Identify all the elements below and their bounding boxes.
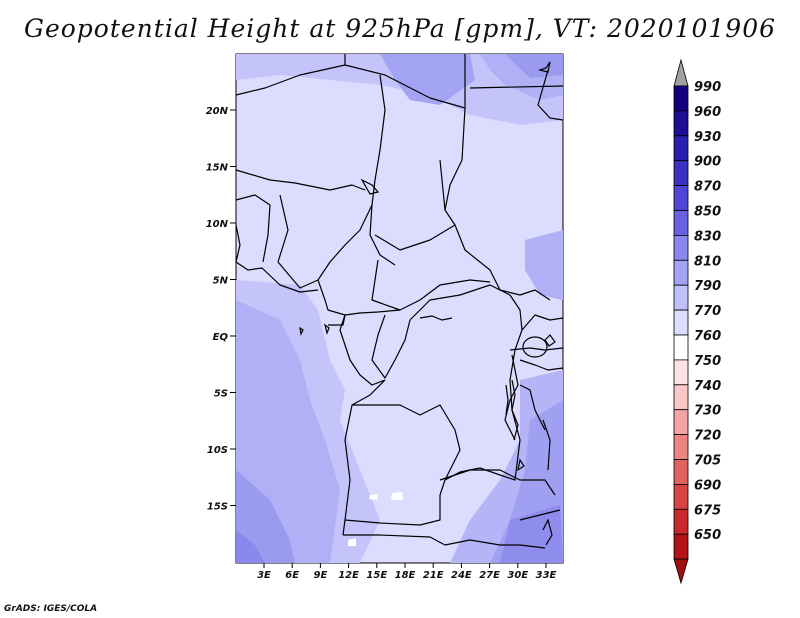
lat-label: 5N <box>213 276 229 287</box>
colorbar-label: 705 <box>694 454 721 469</box>
colorbar-swatch <box>673 234 689 261</box>
colorbar-swatch <box>673 533 689 560</box>
colorbar-swatch <box>673 359 689 386</box>
lat-label: 15N <box>206 163 229 174</box>
lon-label: 3E <box>257 570 271 581</box>
lat-label: 10N <box>206 219 229 230</box>
latitude-axis: 20N 15N 10N 5N EQ 5S 10S 15S <box>206 106 236 513</box>
colorbar-label: 750 <box>694 354 721 369</box>
island-east <box>544 334 556 347</box>
coast-island-north <box>537 61 551 73</box>
colorbar-label: 810 <box>694 254 721 269</box>
colorbar-swatch <box>673 384 689 411</box>
lon-label: 33E <box>536 570 557 581</box>
lake-tanganyika <box>511 379 519 441</box>
shading-north <box>236 54 563 125</box>
lat-label: EQ <box>213 332 229 343</box>
colorbar-label: 770 <box>694 304 721 319</box>
island-bioko <box>324 323 330 335</box>
colorbar-swatch <box>673 259 689 286</box>
shading-east-highlands <box>525 230 563 300</box>
map-title: Geopotential Height at 925hPa [gpm], VT:… <box>23 14 777 43</box>
colorbar-label: 830 <box>694 229 721 244</box>
colorbar-swatch <box>673 85 689 112</box>
colorbar-swatch <box>673 409 689 436</box>
colorbar-label: 960 <box>694 105 721 120</box>
colorbar-label: 930 <box>694 130 721 145</box>
colorbar-label: 900 <box>694 155 721 170</box>
lon-label: 18E <box>395 570 416 581</box>
lat-label: 10S <box>207 445 228 456</box>
lake-malawi <box>542 518 553 546</box>
colorbar-label: 720 <box>694 429 721 444</box>
colorbar-swatch <box>673 284 689 311</box>
colorbar-swatch <box>673 135 689 162</box>
lat-label: 20N <box>206 106 229 117</box>
colorbar-top-arrow <box>673 58 689 87</box>
height-field-shading <box>236 54 563 563</box>
country-borders <box>235 54 564 549</box>
shading-corner-sw <box>236 530 265 563</box>
colorbar-label: 740 <box>694 379 721 394</box>
colorbar-label: 870 <box>694 180 721 195</box>
colorbar-swatch <box>673 110 689 137</box>
colorbar-swatch <box>673 483 689 510</box>
colorbar-swatch <box>673 459 689 485</box>
lon-label: 30E <box>507 570 528 581</box>
lon-label: 15E <box>366 570 387 581</box>
lake-tanganyika-east-shore <box>505 384 509 416</box>
longitude-axis: 3E 6E 9E 12E 15E 18E 21E 24E 27E 30E 33E <box>257 563 557 581</box>
lat-label: 5S <box>214 389 228 400</box>
colorbar-label: 850 <box>694 205 721 220</box>
low-spot-1 <box>369 494 378 500</box>
colorbar-label: 730 <box>694 404 721 419</box>
lat-label: 15S <box>207 502 228 513</box>
lon-label: 27E <box>479 570 500 581</box>
lon-label: 6E <box>285 570 299 581</box>
lake-victoria <box>522 336 548 358</box>
colorbar-bottom-arrow <box>673 558 689 585</box>
colorbar-label: 650 <box>694 528 721 543</box>
colorbar-swatch <box>673 210 689 236</box>
colorbar-label: 760 <box>694 329 721 344</box>
lakes-and-islands <box>299 61 556 546</box>
lon-label: 12E <box>338 570 359 581</box>
colorbar-label: 790 <box>694 279 721 294</box>
colorbar: 990 960 930 900 870 850 830 810 790 770 760 750 740 7… <box>673 58 721 585</box>
low-spot-2 <box>391 492 403 500</box>
colorbar-swatch <box>673 160 689 186</box>
island-sao-tome <box>299 326 304 336</box>
colorbar-swatch <box>673 185 689 211</box>
river-segment-congo <box>419 315 453 321</box>
colorbar-swatch <box>673 309 689 336</box>
lon-label: 21E <box>423 570 444 581</box>
colorbar-swatch <box>673 334 689 361</box>
colorbar-label: 990 <box>694 80 721 95</box>
lake-mweru <box>517 458 525 472</box>
shading-southeast-peak <box>500 505 563 563</box>
lon-label: 24E <box>451 570 472 581</box>
lake-chad <box>360 178 380 195</box>
lon-label: 9E <box>314 570 328 581</box>
colorbar-swatch <box>673 508 689 535</box>
colorbar-label: 690 <box>694 478 721 493</box>
colorbar-label: 675 <box>694 503 721 518</box>
low-spot-3 <box>348 538 356 546</box>
shading-far-southwest <box>236 470 295 563</box>
grads-credit: GrADS: IGES/COLA <box>4 604 98 614</box>
colorbar-swatch <box>673 434 689 460</box>
shading-north-center <box>380 54 475 105</box>
map-panel <box>235 53 564 564</box>
